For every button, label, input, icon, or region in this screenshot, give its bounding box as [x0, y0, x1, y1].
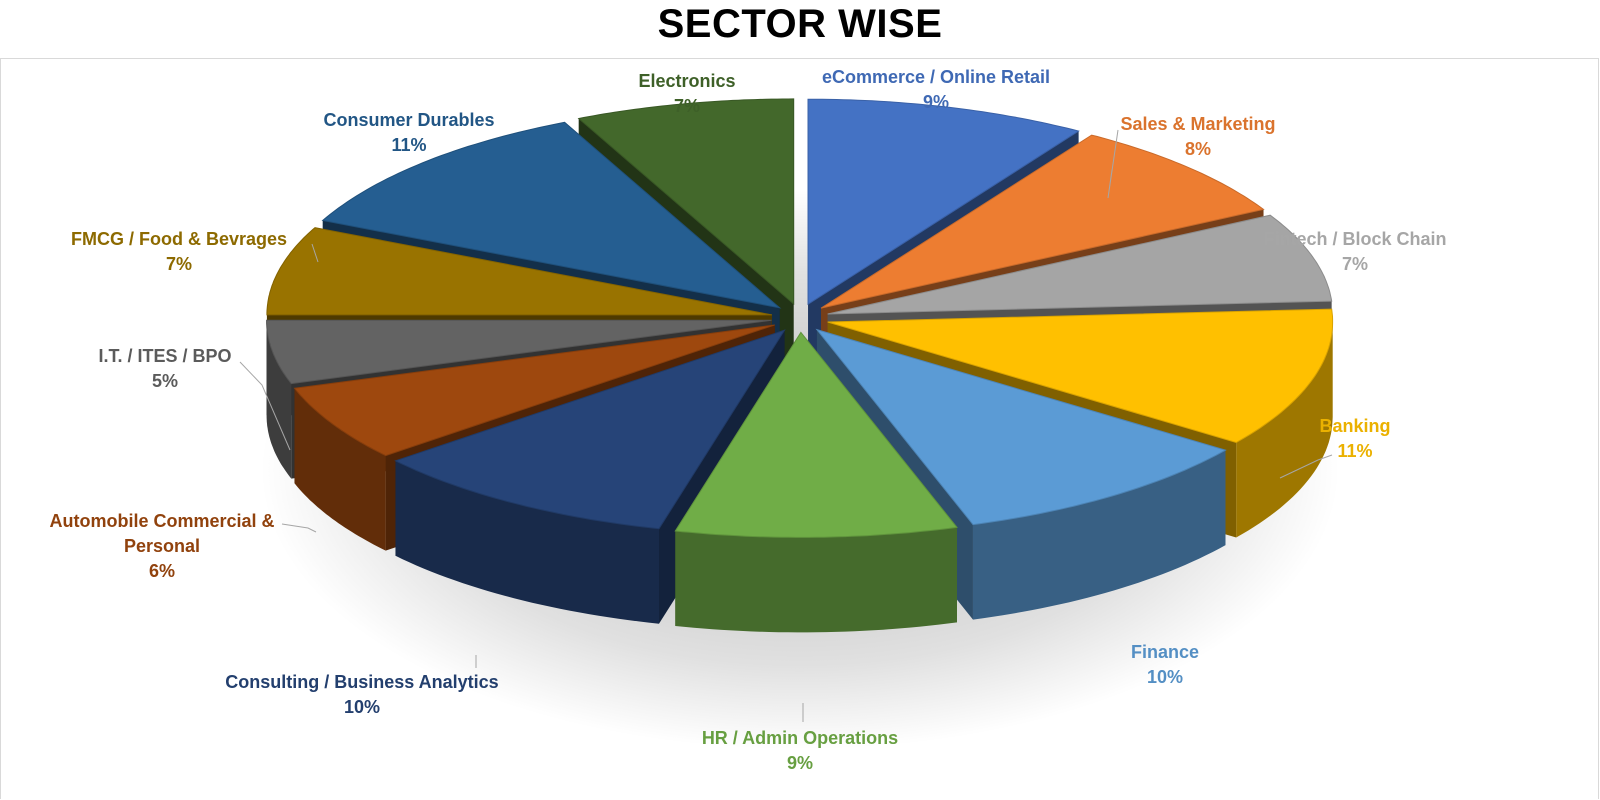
slice-label: Banking 11% — [1319, 416, 1390, 461]
leader-line — [1279, 454, 1333, 479]
slice-label-text: FMCG / Food & Bevrages — [71, 229, 287, 249]
slice-label: FMCG / Food & Bevrages 7% — [71, 229, 287, 274]
slice-label: HR / Admin Operations 9% — [702, 728, 898, 773]
slice-outer-wall — [973, 450, 1226, 620]
slice-percent: 11% — [391, 135, 426, 155]
pie-slice-5 — [815, 328, 1227, 526]
slice-label: I.T. / ITES / BPO 5% — [98, 346, 231, 391]
slice-label-text: I.T. / ITES / BPO — [98, 346, 231, 366]
slice-label: Automobile Commercial & Personal 6% — [49, 511, 274, 581]
slice-percent: 11% — [1337, 441, 1372, 461]
slice-label-text: Automobile Commercial & — [49, 511, 274, 531]
slice-label: Finance 10% — [1131, 642, 1199, 687]
slice-outer-wall — [1236, 322, 1333, 538]
slice-percent: 7% — [674, 96, 700, 116]
leader-line — [281, 523, 317, 533]
slice-label: Fintech / Block Chain 7% — [1263, 229, 1446, 274]
slice-percent: 8% — [1185, 139, 1211, 159]
slice-label-text: Fintech / Block Chain — [1263, 229, 1446, 249]
chart-title: SECTOR WISE — [657, 2, 943, 46]
pie-slice-9 — [266, 319, 772, 385]
slice-label-text: Consulting / Business Analytics — [225, 672, 498, 692]
slice-percent: 6% — [149, 561, 175, 581]
slice-percent: 5% — [152, 371, 178, 391]
pie-slice-10 — [266, 227, 772, 316]
pie-slice-11 — [321, 121, 782, 309]
chart-area — [0, 58, 1599, 799]
pie-slice-4 — [827, 308, 1334, 444]
slice-label: Sales & Marketing 8% — [1120, 114, 1275, 159]
leader-line — [311, 243, 319, 263]
slice-percent: 10% — [344, 697, 380, 717]
slice-label-text: Consumer Durables — [323, 110, 494, 130]
slice-label-text: Personal — [124, 536, 200, 556]
slice-outer-wall — [395, 460, 659, 624]
slice-label: Consumer Durables 11% — [323, 110, 494, 155]
pie-slice-12 — [577, 98, 795, 306]
slice-label-text: Finance — [1131, 642, 1199, 662]
slice-label: eCommerce / Online Retail 9% — [822, 67, 1050, 112]
slice-percent: 7% — [1342, 254, 1368, 274]
slice-percent: 7% — [166, 254, 192, 274]
pie-slice-8 — [293, 324, 775, 457]
slice-label-text: Sales & Marketing — [1120, 114, 1275, 134]
slice-label-text: Electronics — [638, 71, 735, 91]
leader-line — [239, 361, 291, 451]
slice-label: Consulting / Business Analytics 10% — [225, 672, 498, 717]
slice-percent: 9% — [787, 753, 813, 773]
slice-outer-wall — [294, 388, 386, 551]
slice-label-text: Banking — [1319, 416, 1390, 436]
slice-percent: 9% — [923, 92, 949, 112]
pie-slice-7 — [394, 329, 786, 530]
pie-slice-6 — [674, 331, 958, 538]
pie-slice-1 — [807, 98, 1080, 306]
slice-label: Electronics 7% — [638, 71, 735, 116]
slice-percent: 10% — [1147, 667, 1183, 687]
pie-slice-3 — [827, 214, 1333, 315]
slice-outer-wall — [675, 527, 957, 633]
leader-line — [1107, 129, 1119, 199]
slice-label-text: HR / Admin Operations — [702, 728, 898, 748]
pie-slice-2 — [820, 134, 1265, 309]
slice-label-text: eCommerce / Online Retail — [822, 67, 1050, 87]
